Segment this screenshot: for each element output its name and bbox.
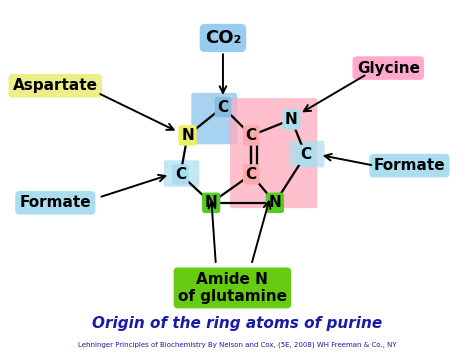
Text: Glycine: Glycine [357,61,420,75]
Text: Formate: Formate [374,158,446,173]
Text: N: N [181,128,194,143]
FancyBboxPatch shape [164,160,200,187]
Text: C: C [246,167,257,182]
Text: N: N [269,195,281,210]
Text: CO₂: CO₂ [205,29,241,47]
Text: Origin of the ring atoms of purine: Origin of the ring atoms of purine [92,316,382,331]
Text: C: C [175,167,186,182]
Text: Aspartate: Aspartate [13,78,98,93]
FancyBboxPatch shape [289,141,325,167]
Text: Amide N
of glutamine: Amide N of glutamine [178,272,287,304]
Text: N: N [285,112,298,127]
FancyBboxPatch shape [191,93,237,144]
Text: C: C [246,128,257,143]
Text: Lehninger Principles of Biochemistry By Nelson and Cox, (5E, 2008) WH Freeman & : Lehninger Principles of Biochemistry By … [78,341,396,348]
Text: N: N [205,195,218,210]
Text: Formate: Formate [19,195,91,210]
FancyBboxPatch shape [230,98,318,208]
Text: C: C [218,100,228,115]
Text: C: C [300,147,311,162]
